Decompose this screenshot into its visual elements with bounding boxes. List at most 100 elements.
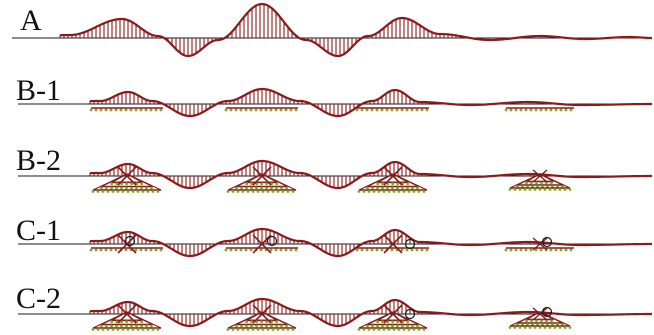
row-b2-support-3-node — [392, 190, 396, 193]
row-c2-support-2-strut — [227, 311, 263, 329]
row-b2-support-2-node — [245, 182, 249, 186]
row-b1-support-2-node — [249, 108, 253, 112]
row-b2-support-2-node — [260, 182, 264, 186]
row-b1-support-2-node — [234, 108, 238, 112]
row-b2-support-3-node — [406, 186, 409, 190]
row-b1-support-4-node — [514, 108, 518, 112]
row-b1-support-1-node — [99, 108, 103, 112]
row-c2-support-3-node — [411, 324, 414, 328]
row-c2-support-4-node — [548, 326, 552, 329]
row-c2-support-1-node — [125, 324, 128, 328]
row-c2-support-3-node — [417, 328, 421, 331]
row-c1-support-1-node — [114, 248, 118, 252]
row-c2-support-1-node — [146, 328, 150, 331]
row-c2-support-1-node — [156, 328, 160, 331]
row-b2-support-1-node — [91, 190, 95, 193]
row-b2-crossbrace-2 — [252, 166, 272, 186]
row-b2-support-1-node — [125, 182, 129, 186]
row-c1-support-4-node — [539, 248, 543, 252]
row-c1-support-1-node — [89, 248, 93, 252]
row-b2-support-4-node — [550, 181, 553, 185]
row-b2-support-2-strut — [227, 173, 263, 191]
row-c2-support-4-node — [508, 326, 512, 329]
row-b1-support-3-node — [395, 108, 399, 112]
row-b1-support-2-node — [239, 108, 243, 112]
row-b2-support-2-node — [280, 186, 283, 190]
row-c2-support-1-node — [106, 328, 110, 331]
row-c2-support-4-node — [535, 319, 538, 323]
row-c2-support-3-node — [376, 320, 380, 324]
row-c1-support-4-node — [529, 248, 533, 252]
row-c2-support-2-node — [240, 324, 243, 328]
row-c2-support-1-node — [105, 324, 108, 328]
row-c2-support-2-node — [260, 324, 263, 328]
row-c1-crossbrace-3 — [383, 234, 403, 254]
row-c2-support-3-node — [406, 324, 409, 328]
row-c2-support-4-node — [528, 326, 532, 329]
row-b2-support-3-node — [417, 190, 421, 193]
row-c2-support-1-node — [111, 328, 115, 331]
row-c2-support-4-node — [530, 319, 533, 323]
row-c2-support-4-node — [563, 326, 567, 329]
row-b1-support-1-node — [149, 108, 153, 112]
row-c1-support-1-node — [94, 248, 98, 252]
row-c1-crossbrace-4 — [532, 237, 548, 251]
row-c2-support-3-node — [381, 320, 385, 324]
row-b2-support-1-node — [126, 190, 130, 193]
row-c2-support-2-node — [236, 328, 240, 331]
row-c1-support-3-node — [420, 248, 424, 252]
row-c1-support-2-node — [274, 248, 278, 252]
row-c2-support-3-node — [422, 328, 426, 331]
row-b2-support-3-node — [377, 190, 381, 193]
row-c1-support-3-node — [360, 248, 364, 252]
row-b2-support-3-strut — [358, 173, 394, 191]
row-b2-support-1-node — [106, 190, 110, 193]
row-c2-support-4-node — [553, 326, 557, 329]
row-c2-support-2-node — [291, 328, 295, 331]
row-b2-moment-curve — [89, 159, 431, 190]
row-b2-support-3-node — [401, 186, 404, 190]
row-label-a: A — [20, 4, 42, 37]
row-c1-support-2-node — [234, 248, 238, 252]
row-c2-support-1-node — [130, 320, 134, 324]
row-b2-support-3-node — [372, 190, 376, 193]
row-b2-support-2-node — [261, 190, 265, 193]
row-b1-support-2-node — [284, 108, 288, 112]
row-c2-support-3-node — [401, 324, 404, 328]
row-b1-support-2-node — [224, 108, 228, 112]
row-c2-support-1-node — [141, 328, 145, 331]
row-b2-support-3-node — [416, 186, 419, 190]
row-c2-support-4-node — [543, 326, 547, 329]
row-c2-support-2-node — [241, 328, 245, 331]
row-b2-support-1-node — [156, 190, 160, 193]
row-c2-support-2-node — [281, 328, 285, 331]
row-b2-support-3-node — [386, 186, 389, 190]
row-c2-support-4-strut — [509, 311, 541, 327]
row-b2-support-1-node — [125, 186, 128, 190]
row-c2-support-3-strut — [358, 311, 394, 329]
row-c1-support-1-node — [139, 248, 143, 252]
row-b2-support-4-node — [535, 181, 538, 185]
row-b2-crossbrace-3 — [383, 166, 403, 186]
row-c2-support-2-node — [246, 328, 250, 331]
row-c2-support-3-node — [396, 320, 400, 324]
row-b2-support-1-node — [100, 186, 103, 190]
row-c1-support-2-node — [259, 248, 263, 252]
row-c2-support-1-node — [120, 324, 123, 328]
row-b1-support-2-node — [254, 108, 258, 112]
row-b2-support-2-node — [226, 190, 230, 193]
row-b2-support-3-strut — [392, 173, 428, 191]
row-c2-support-4-node — [568, 326, 572, 329]
row-b1-moment-tail-curve — [429, 100, 652, 107]
row-c1-support-1-node — [159, 248, 163, 252]
row-b2-support-1-node — [135, 186, 138, 190]
row-c1-support-1-node — [109, 248, 113, 252]
row-b2-support-4-node — [558, 188, 562, 191]
row-c1-support-4-node — [564, 248, 568, 252]
row-c2-support-3-node — [367, 328, 371, 331]
row-b2-support-1-node — [110, 186, 113, 190]
row-b2-support-2-node — [240, 186, 243, 190]
row-b1-support-1-node — [119, 108, 123, 112]
row-b1-support-3-node — [375, 108, 379, 112]
row-c2-support-4-node — [550, 319, 553, 323]
